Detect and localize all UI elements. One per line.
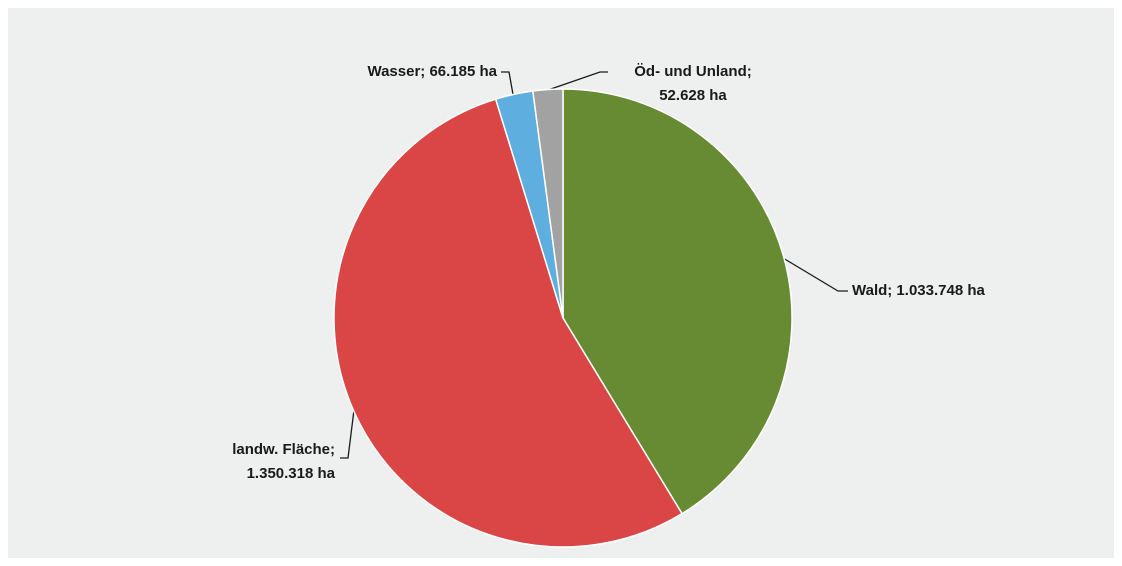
leader-line — [340, 409, 355, 459]
leader-line — [547, 71, 608, 91]
pie-slice — [562, 88, 793, 515]
leader-line — [501, 71, 515, 101]
data-label: landw. Fläche; — [232, 441, 335, 458]
data-label: 1.350.318 ha — [247, 465, 336, 482]
data-label: Wald; 1.033.748 ha — [852, 282, 985, 299]
data-label: 52.628 ha — [659, 87, 727, 104]
pie-slice — [531, 88, 564, 319]
pie-slice — [333, 98, 684, 548]
data-label: Wasser; 66.185 ha — [367, 63, 497, 80]
data-label: Öd- und Unland; — [634, 63, 751, 80]
leader-line — [782, 257, 848, 292]
